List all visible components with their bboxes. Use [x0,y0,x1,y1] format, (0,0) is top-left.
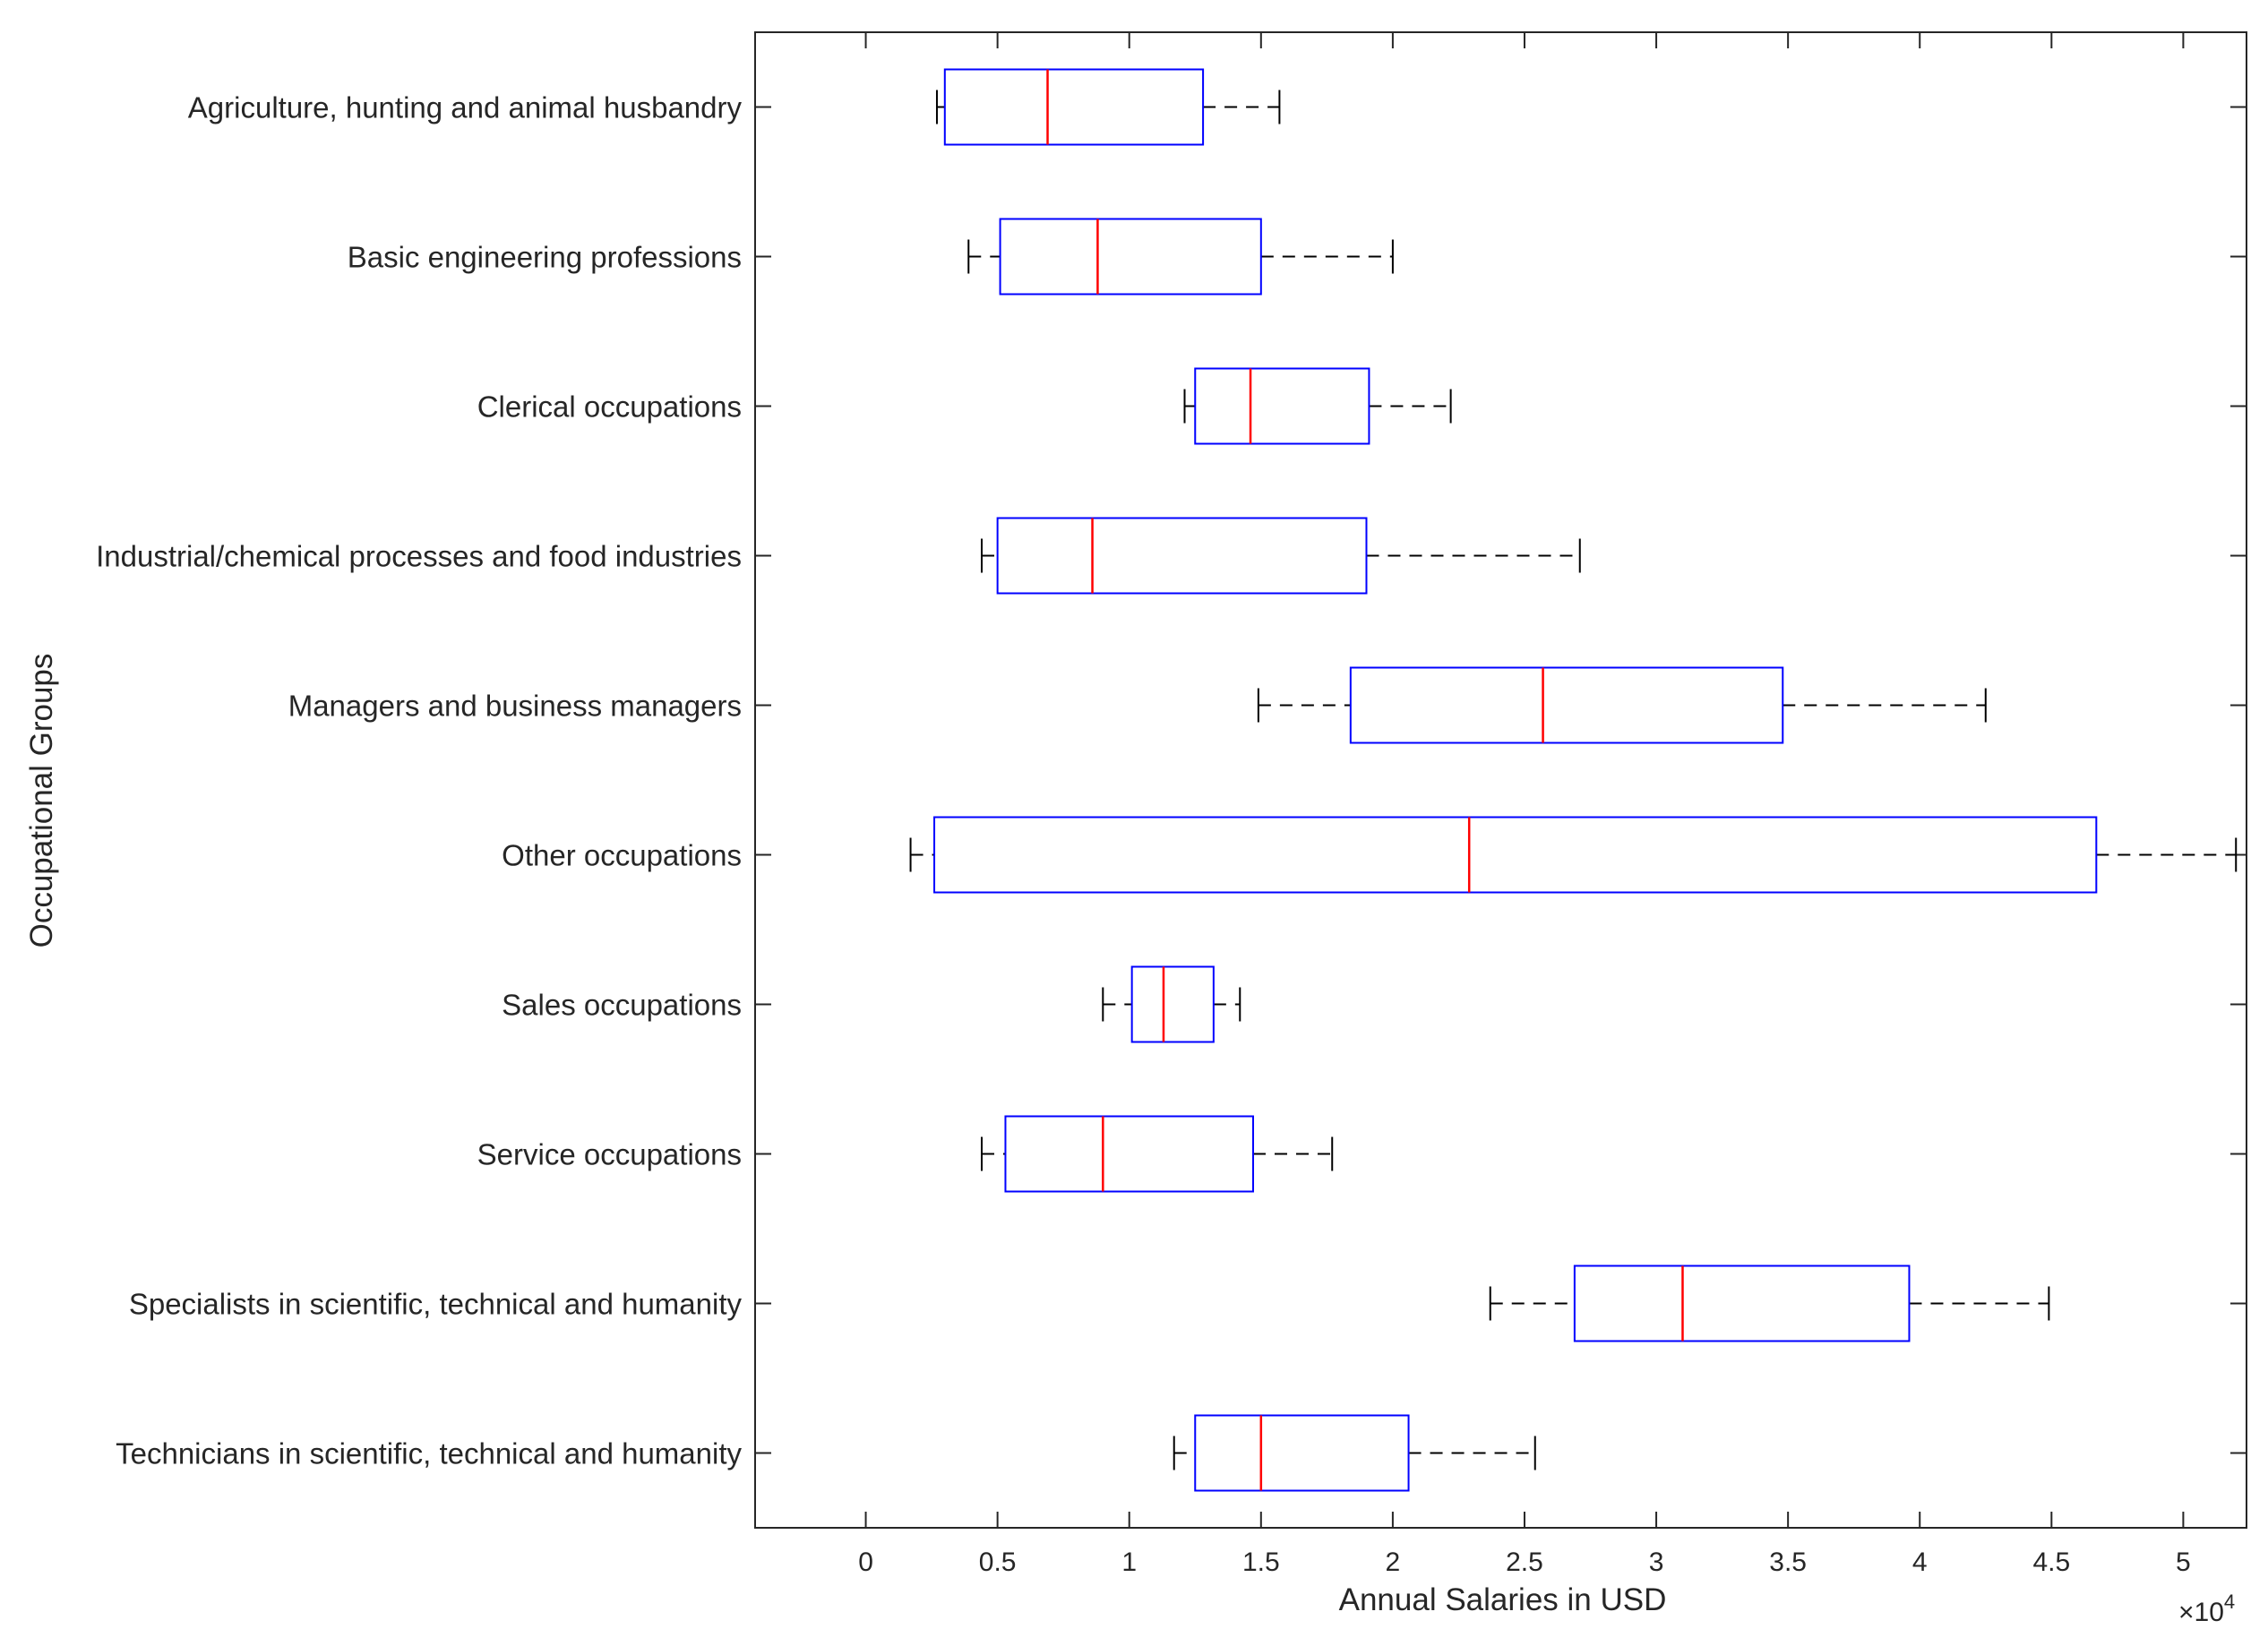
x-tick-label: 1 [1121,1547,1137,1577]
box-iqr [999,218,1262,296]
multiplier-base: ×10 [2178,1598,2224,1627]
y-axis-title: Occupational Groups [24,654,59,948]
multiplier-exponent: 4 [2224,1590,2235,1613]
box-iqr [943,68,1205,146]
box-iqr [1130,965,1215,1043]
category-label: Industrial/chemical processes and food i… [96,540,742,573]
category-label: Sales occupations [502,989,742,1022]
x-tick-label: 2.5 [1506,1547,1543,1577]
x-tick-label: 2 [1386,1547,1401,1577]
category-label: Clerical occupations [477,390,742,424]
box-iqr [1004,1115,1254,1193]
category-label: Other occupations [502,839,742,872]
x-tick-label: 3 [1649,1547,1664,1577]
box-iqr [1194,1414,1410,1492]
box-iqr [1349,666,1784,744]
category-label: Technicians in scientific, technical and… [116,1437,742,1470]
x-tick-label: 5 [2176,1547,2191,1577]
x-tick-label: 0.5 [979,1547,1017,1577]
category-label: Service occupations [477,1138,742,1171]
box-iqr [1194,367,1370,445]
axes-frame [754,31,2247,1529]
box-iqr [996,517,1368,595]
category-label: Managers and business managers [288,690,742,723]
x-tick-label: 3.5 [1769,1547,1807,1577]
box-iqr [933,816,2098,894]
category-label: Basic engineering professions [348,241,742,274]
category-label: Specialists in scientific, technical and… [129,1288,743,1321]
x-tick-label: 4 [1912,1547,1928,1577]
category-label: Agriculture, hunting and animal husbandr… [188,91,743,124]
box-iqr [1573,1265,1911,1342]
x-tick-label: 0 [858,1547,873,1577]
x-multiplier-label: ×104 [2178,1590,2235,1627]
x-tick-label: 1.5 [1242,1547,1280,1577]
x-axis-title: Annual Salaries in USD [1339,1582,1667,1617]
x-tick-label: 4.5 [2032,1547,2070,1577]
